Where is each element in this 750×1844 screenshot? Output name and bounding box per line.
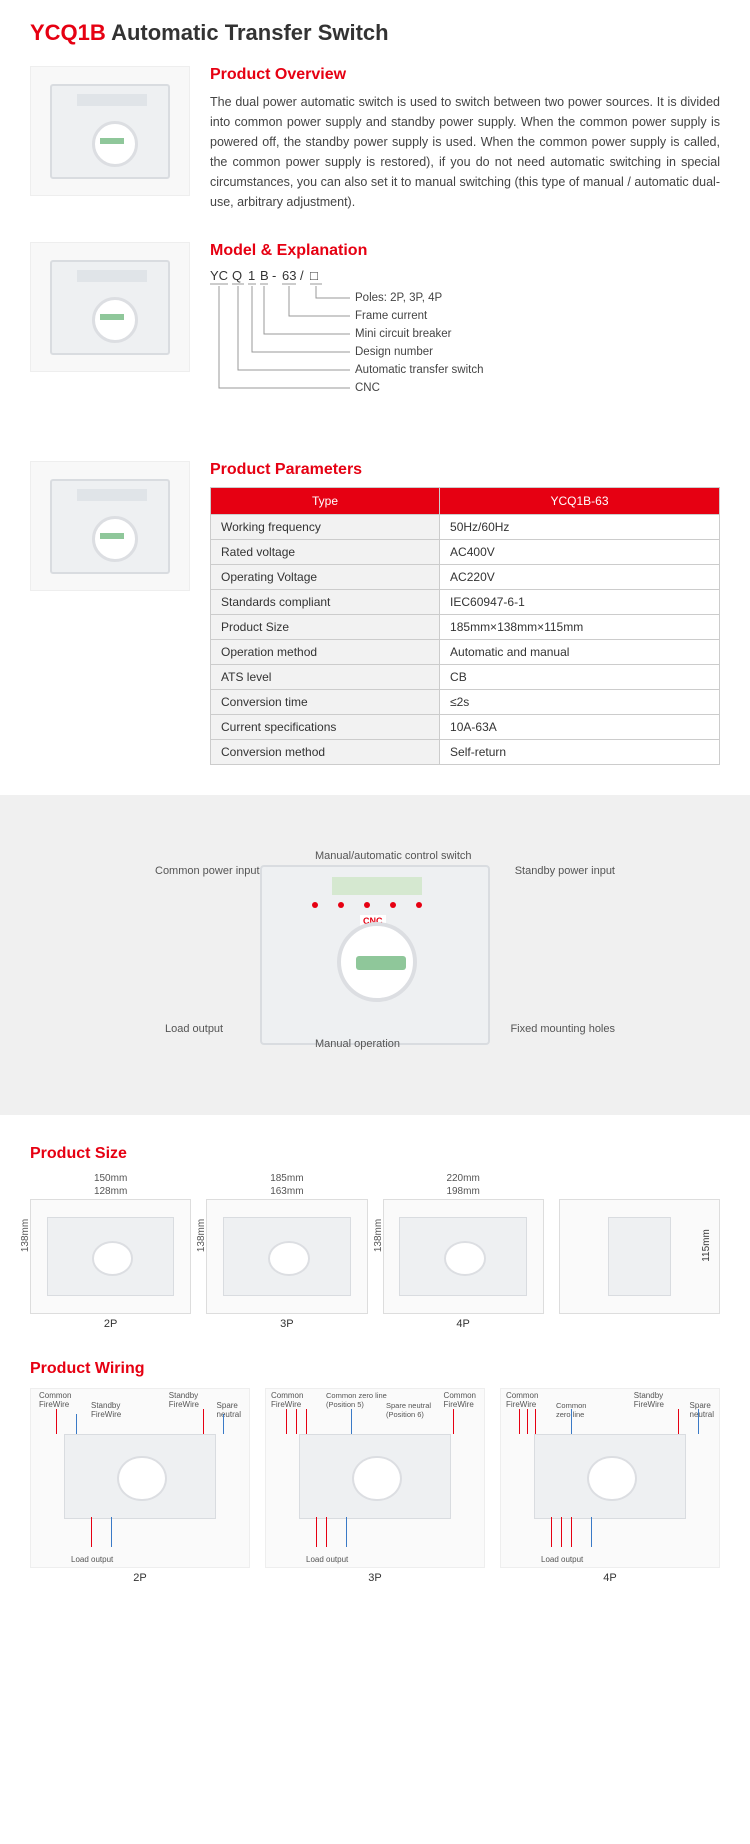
params-heading: Product Parameters <box>210 461 720 479</box>
svg-text:Mini circuit breaker: Mini circuit breaker <box>355 328 452 340</box>
svg-text:Poles: 2P, 3P, 4P: Poles: 2P, 3P, 4P <box>355 292 443 304</box>
svg-text:1: 1 <box>248 268 255 283</box>
table-row: Operating VoltageAC220V <box>211 565 720 590</box>
annotated-diagram: Common power input Manual/automatic cont… <box>165 865 585 1045</box>
svg-text:-: - <box>272 268 276 283</box>
table-row: Working frequency50Hz/60Hz <box>211 515 720 540</box>
svg-text:CNC: CNC <box>355 382 380 394</box>
table-row: Standards compliantIEC60947-6-1 <box>211 590 720 615</box>
svg-text:B: B <box>260 268 269 283</box>
svg-text:/: / <box>300 268 304 283</box>
annotation-common-power: Common power input <box>155 865 260 877</box>
product-thumbnail-3 <box>30 461 190 591</box>
overview-text: The dual power automatic switch is used … <box>210 92 720 212</box>
table-row: Conversion time≤2s <box>211 690 720 715</box>
size-item-3p: 185mm 163mm 138mm 3P <box>206 1173 367 1330</box>
table-row: Conversion methodSelf-return <box>211 740 720 765</box>
svg-text:Frame current: Frame current <box>355 310 428 322</box>
svg-text:Design number: Design number <box>355 346 433 358</box>
table-row: Current specifications10A-63A <box>211 715 720 740</box>
annotation-mounting: Fixed mounting holes <box>510 1023 615 1035</box>
table-row: Operation methodAutomatic and manual <box>211 640 720 665</box>
table-row: Product Size185mm×138mm×115mm <box>211 615 720 640</box>
svg-text:YC: YC <box>210 268 228 283</box>
size-item-4p: 220mm 198mm 138mm 4P <box>383 1173 544 1330</box>
wiring-4p: Common FireWire Common zero line Standby… <box>500 1388 720 1584</box>
size-item-2p: 150mm 128mm 138mm 2P <box>30 1173 191 1330</box>
annotation-manual-auto: Manual/automatic control switch <box>315 850 472 862</box>
page-title: YCQ1B Automatic Transfer Switch <box>30 20 720 46</box>
table-header-value: YCQ1B-63 <box>440 488 720 515</box>
size-heading: Product Size <box>30 1145 720 1163</box>
svg-text:□: □ <box>310 268 318 283</box>
product-thumbnail-2 <box>30 242 190 372</box>
size-item-side: 115mm <box>559 1173 720 1330</box>
svg-text:Q: Q <box>232 268 242 283</box>
svg-text:Automatic transfer switch: Automatic transfer switch <box>355 364 483 376</box>
table-row: ATS levelCB <box>211 665 720 690</box>
table-header-type: Type <box>211 488 440 515</box>
wiring-heading: Product Wiring <box>30 1360 720 1378</box>
annotation-manual-op: Manual operation <box>315 1038 400 1050</box>
title-name: Automatic Transfer Switch <box>111 20 389 45</box>
overview-heading: Product Overview <box>210 66 720 84</box>
svg-text:63: 63 <box>282 268 296 283</box>
annotation-standby: Standby power input <box>515 865 615 877</box>
title-code: YCQ1B <box>30 20 106 45</box>
wiring-3p: Common FireWire Common zero line (Positi… <box>265 1388 485 1584</box>
product-thumbnail-1 <box>30 66 190 196</box>
wiring-2p: Common FireWire Standby FireWire Standby… <box>30 1388 250 1584</box>
device-illustration: CNC <box>260 865 490 1045</box>
model-heading: Model & Explanation <box>210 242 720 260</box>
model-diagram: YC Q 1 B - 63 / □ <box>210 268 540 428</box>
annotation-load: Load output <box>165 1023 223 1035</box>
params-table: TypeYCQ1B-63 Working frequency50Hz/60Hz … <box>210 487 720 765</box>
table-row: Rated voltageAC400V <box>211 540 720 565</box>
